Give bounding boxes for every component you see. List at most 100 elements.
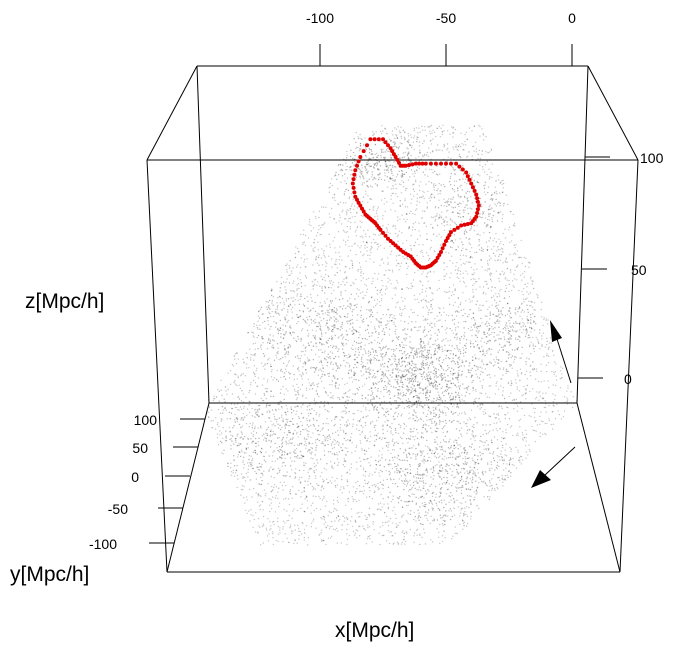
galaxy-point — [512, 253, 515, 255]
galaxy-point — [495, 304, 498, 307]
galaxy-point — [410, 329, 412, 332]
galaxy-point — [303, 444, 306, 446]
galaxy-point — [401, 358, 403, 360]
galaxy-point — [216, 436, 219, 439]
galaxy-point — [466, 138, 468, 140]
galaxy-point — [388, 269, 390, 271]
galaxy-point — [416, 528, 419, 530]
galaxy-point — [387, 169, 389, 171]
galaxy-point — [386, 424, 388, 426]
galaxy-point — [489, 385, 492, 387]
galaxy-point — [389, 380, 391, 382]
galaxy-point — [475, 373, 478, 375]
galaxy-point — [257, 495, 259, 497]
galaxy-point — [523, 271, 526, 273]
galaxy-point — [362, 361, 364, 364]
galaxy-point — [370, 314, 373, 316]
galaxy-point — [263, 489, 266, 491]
galaxy-point — [384, 293, 386, 295]
galaxy-point — [366, 241, 368, 243]
galaxy-point — [325, 265, 327, 267]
galaxy-point — [425, 168, 427, 170]
galaxy-point — [413, 532, 416, 534]
galaxy-point — [283, 375, 286, 378]
galaxy-point — [447, 315, 450, 317]
galaxy-point — [430, 304, 432, 306]
galaxy-point — [421, 129, 424, 131]
galaxy-point — [378, 332, 380, 334]
galaxy-point — [419, 149, 421, 151]
galaxy-point — [474, 461, 477, 464]
galaxy-point — [285, 365, 288, 367]
galaxy-point — [393, 506, 395, 508]
galaxy-point — [250, 463, 252, 466]
galaxy-point — [284, 317, 287, 320]
galaxy-point — [280, 401, 282, 403]
galaxy-point — [463, 282, 466, 284]
galaxy-point — [463, 335, 466, 338]
galaxy-point — [379, 291, 381, 294]
galaxy-point — [341, 338, 344, 340]
galaxy-point — [431, 311, 433, 314]
galaxy-point — [393, 542, 395, 544]
galaxy-point — [302, 328, 304, 330]
galaxy-point — [464, 345, 467, 347]
galaxy-point — [306, 419, 308, 422]
galaxy-point — [472, 431, 474, 433]
galaxy-point — [372, 521, 374, 523]
galaxy-point — [439, 346, 441, 349]
galaxy-point — [426, 379, 429, 381]
galaxy-point — [443, 499, 445, 501]
galaxy-point — [286, 437, 288, 439]
galaxy-point — [443, 225, 445, 227]
galaxy-point — [284, 332, 286, 334]
galaxy-point — [480, 406, 483, 409]
galaxy-point — [500, 378, 502, 380]
galaxy-point — [418, 392, 420, 395]
galaxy-point — [338, 306, 340, 308]
galaxy-point — [343, 345, 345, 347]
galaxy-point — [358, 457, 361, 459]
galaxy-point — [317, 484, 319, 487]
galaxy-point — [454, 384, 456, 386]
galaxy-point — [403, 375, 405, 378]
galaxy-point — [433, 520, 435, 522]
galaxy-point — [243, 361, 245, 363]
galaxy-point — [302, 344, 305, 346]
galaxy-point — [427, 375, 429, 377]
galaxy-point — [350, 193, 353, 195]
galaxy-point — [346, 281, 348, 284]
galaxy-point — [441, 133, 444, 136]
galaxy-point — [496, 422, 498, 424]
galaxy-point — [462, 277, 464, 279]
galaxy-point — [331, 453, 333, 455]
galaxy-point — [452, 132, 454, 134]
galaxy-point — [354, 242, 356, 244]
galaxy-point — [418, 512, 420, 514]
galaxy-point — [303, 539, 305, 541]
galaxy-point — [512, 361, 515, 363]
galaxy-point — [377, 486, 379, 489]
galaxy-point — [225, 390, 227, 392]
galaxy-point — [469, 477, 471, 480]
galaxy-point — [374, 242, 376, 244]
galaxy-point — [505, 327, 507, 330]
galaxy-point — [450, 387, 452, 389]
galaxy-point — [422, 306, 424, 309]
galaxy-point — [457, 464, 459, 467]
galaxy-point — [443, 146, 445, 148]
galaxy-point — [377, 243, 379, 245]
galaxy-point — [371, 150, 373, 153]
galaxy-point — [558, 413, 561, 416]
galaxy-point — [328, 528, 331, 530]
galaxy-point — [281, 446, 283, 449]
galaxy-point — [326, 440, 329, 442]
galaxy-point — [423, 485, 425, 487]
galaxy-point — [365, 169, 367, 172]
galaxy-point — [430, 413, 432, 415]
galaxy-point — [451, 494, 453, 497]
galaxy-point — [364, 137, 366, 139]
galaxy-point — [520, 373, 523, 375]
galaxy-point — [525, 363, 527, 365]
galaxy-point — [242, 489, 244, 491]
